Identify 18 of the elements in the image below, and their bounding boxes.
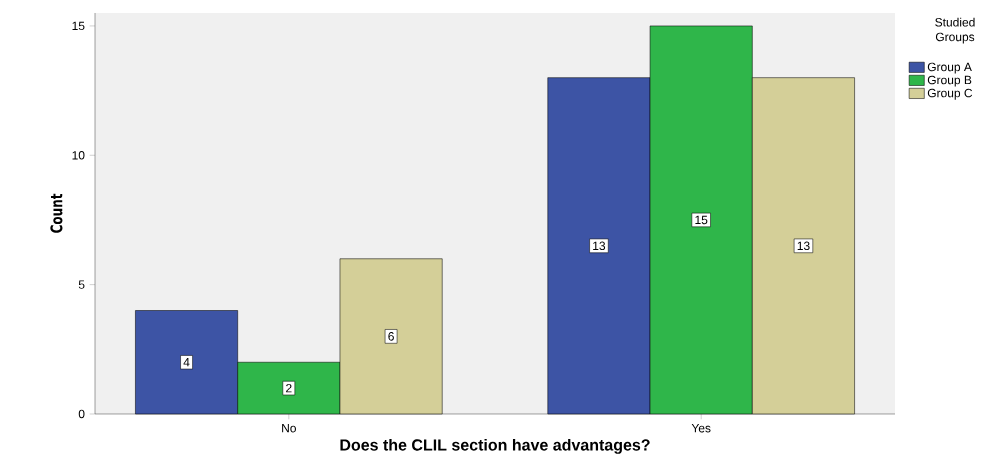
y-axis-title: Count — [50, 193, 63, 233]
legend-label: Group A — [927, 62, 972, 74]
y-tick-label: 0 — [78, 409, 85, 419]
data-label: 6 — [388, 332, 394, 341]
data-label: 13 — [797, 241, 810, 251]
legend-label: Group C — [927, 88, 973, 100]
data-label: 4 — [183, 358, 190, 367]
x-tick-label: No — [282, 424, 296, 433]
legend-label: Group B — [927, 75, 972, 87]
x-tick-label: Yes — [691, 424, 711, 433]
y-tick-label: 15 — [72, 21, 85, 31]
x-axis-title: Does the CLIL section have advantages? — [340, 438, 650, 454]
data-label: 13 — [593, 241, 606, 251]
y-tick-label: 10 — [72, 151, 85, 160]
data-label: 2 — [286, 383, 292, 393]
legend-title: Studied Groups — [935, 17, 975, 44]
data-label: 15 — [695, 215, 708, 225]
y-tick-label: 5 — [78, 280, 85, 289]
